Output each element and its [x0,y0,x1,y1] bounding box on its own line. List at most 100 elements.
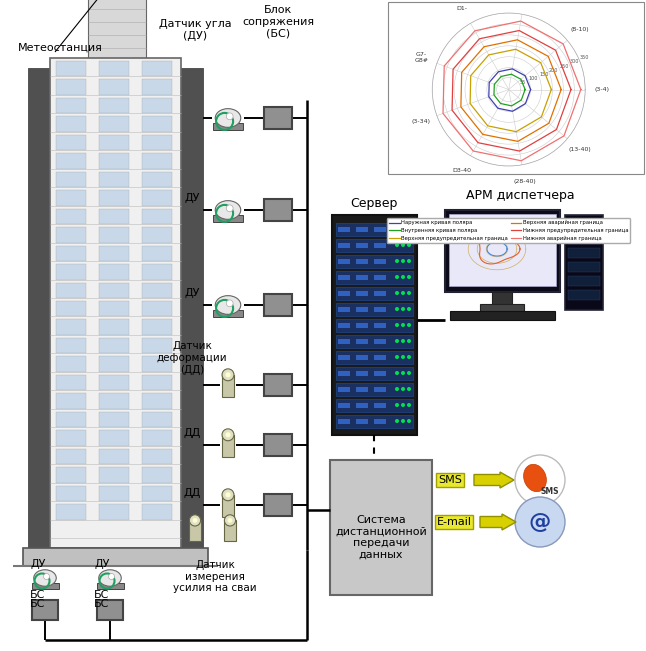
Text: Блок
сопряжения
(БС): Блок сопряжения (БС) [242,5,314,38]
Text: БС: БС [30,590,46,600]
Bar [338,387,350,392]
Bar [99,98,129,113]
Bar [99,264,129,279]
Text: БС: БС [94,599,110,609]
Верхняя аварийная граница [557,86,565,94]
Bar [374,419,386,424]
Bar [374,259,386,264]
Circle shape [401,403,405,407]
FancyArrow shape [480,514,516,530]
Bar [338,227,350,232]
Bar [374,307,386,312]
Bar [338,371,350,376]
Text: @: @ [529,512,551,532]
Circle shape [395,291,399,295]
Bar [336,351,413,364]
Bar [56,449,86,464]
Верхняя предупредительная граница [485,51,493,59]
Внутренняя кривая поляра [521,86,529,94]
Circle shape [43,574,50,579]
Circle shape [225,372,231,378]
Верхняя предупредительная граница [537,113,545,121]
Circle shape [407,227,411,231]
Ellipse shape [215,109,241,128]
Circle shape [401,323,405,327]
Bar [142,153,172,169]
Bar [338,355,350,360]
Bar [56,79,86,95]
Bar [32,600,58,620]
Bar [99,449,129,464]
Верхняя аварийная граница [457,103,464,111]
Circle shape [395,355,399,359]
Circle shape [395,339,399,343]
Bar [142,393,172,409]
Bar [56,117,86,132]
Text: E-mail: E-mail [437,517,472,527]
Bar [142,412,172,427]
Bar [142,430,172,446]
Circle shape [395,259,399,263]
Нижняя предупредительная граница [474,139,482,146]
Circle shape [226,300,233,307]
Circle shape [407,371,411,375]
Bar [99,153,129,169]
Bar [374,387,386,392]
Ellipse shape [99,570,121,587]
Верхняя аварийная граница [458,68,466,76]
Bar [568,276,600,286]
Bar [56,430,86,446]
FancyArrow shape [474,472,514,488]
Bar [99,172,129,187]
Bar [568,290,600,300]
Bar [338,275,350,280]
Legend: Наружная кривая поляра, Внутренняя кривая поляра, Верхняя предупредительная гран: Наружная кривая поляра, Внутренняя крива… [387,218,630,243]
Bar [142,190,172,206]
Bar [336,303,413,316]
Наружная кривая поляра [485,79,493,87]
Верхняя аварийная граница [480,43,488,51]
Bar [356,403,368,408]
Text: Метеостанция: Метеостанция [18,43,103,53]
Line: Нижняя предупредительная граница: Нижняя предупредительная граница [452,31,571,151]
Bar [181,68,203,548]
Bar [332,215,417,435]
Нижняя аварийная граница [441,62,448,70]
Bar [56,393,86,409]
Bar [99,504,129,519]
Bar [264,199,292,221]
Bar [374,227,386,232]
Bar [189,520,201,541]
Bar [356,339,368,344]
Bar [142,61,172,76]
Bar [142,320,172,335]
Bar [336,287,413,300]
Bar [356,275,368,280]
Ellipse shape [215,296,241,314]
Bar [56,227,86,243]
Bar [28,68,50,548]
Bar [374,291,386,296]
Circle shape [401,259,405,263]
Circle shape [407,275,411,279]
Нижняя предупредительная граница [516,27,523,35]
Bar [336,239,413,252]
Наружная кривая поляра [494,104,502,112]
Bar [374,323,386,328]
Bar [56,356,86,372]
Верхняя предупредительная граница [467,72,475,79]
Bar [99,190,129,206]
Bar [356,387,368,392]
Наружная кривая поляра [485,93,493,101]
Circle shape [407,259,411,263]
Наружная кривая поляра [526,86,534,94]
Bar [99,227,129,243]
Нижняя аварийная граница [517,17,525,25]
Circle shape [395,323,399,327]
Верхняя аварийная граница [545,119,553,127]
Наружная кривая поляра [521,100,529,107]
Circle shape [401,227,405,231]
Bar [264,294,292,316]
Bar [388,2,644,174]
Bar [264,374,292,396]
